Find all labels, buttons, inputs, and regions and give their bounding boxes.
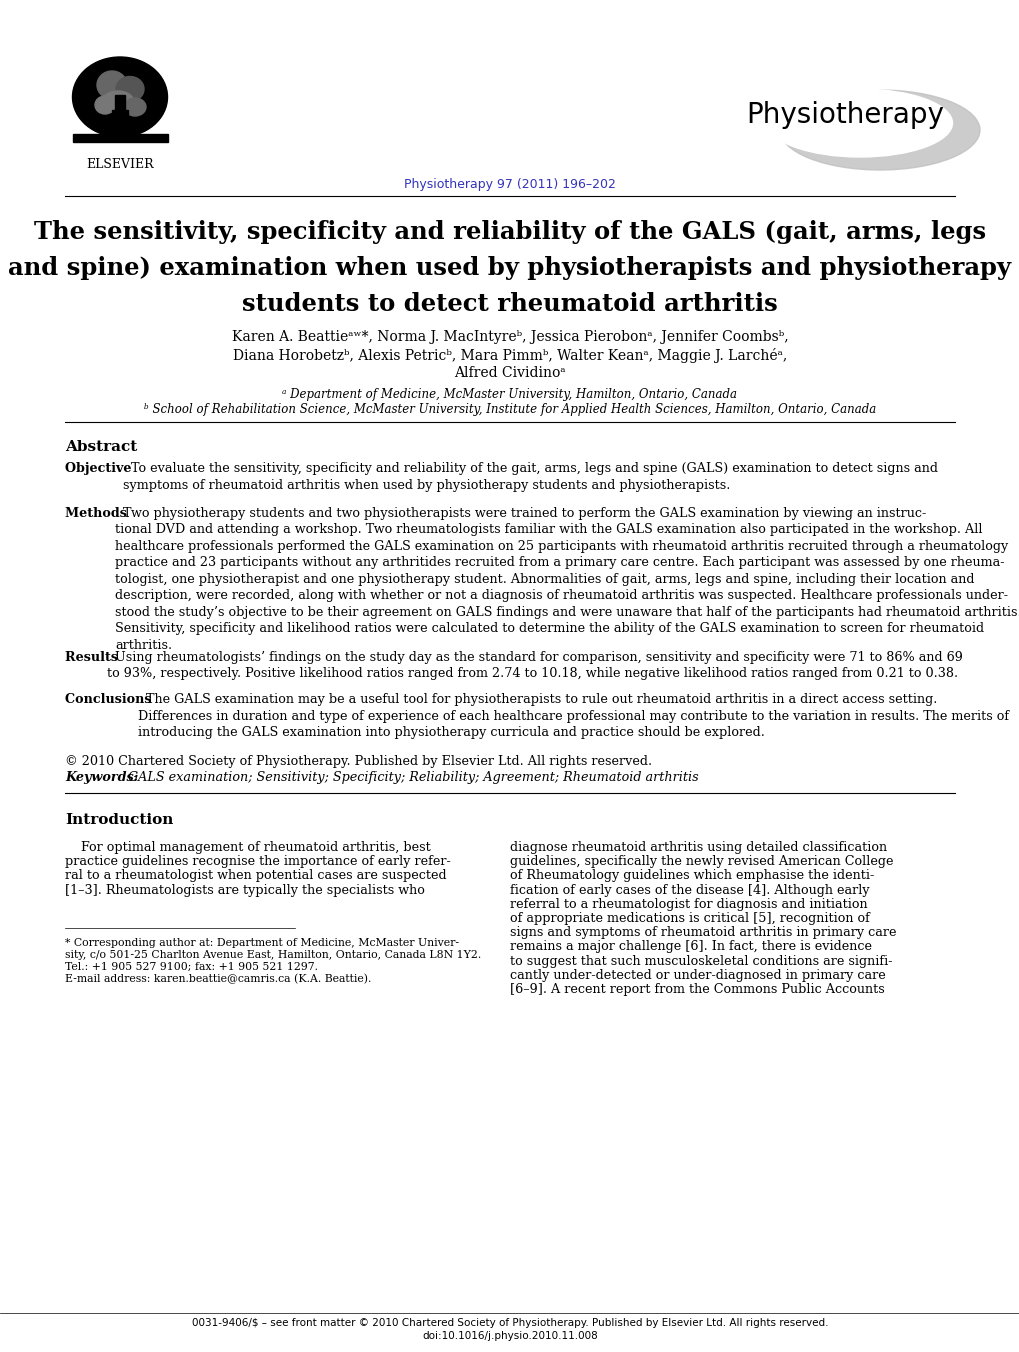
Text: Karen A. Beattieᵃʷ*, Norma J. MacIntyreᵇ, Jessica Pierobonᵃ, Jennifer Coombsᵇ,: Karen A. Beattieᵃʷ*, Norma J. MacIntyreᵇ… [231, 330, 788, 343]
Text: For optimal management of rheumatoid arthritis, best: For optimal management of rheumatoid art… [65, 841, 430, 854]
Text: ᵇ School of Rehabilitation Science, McMaster University, Institute for Applied H: ᵇ School of Rehabilitation Science, McMa… [144, 403, 875, 416]
Text: Methods: Methods [65, 507, 131, 519]
Text: Results: Results [65, 650, 122, 664]
Text: fication of early cases of the disease [4]. Although early: fication of early cases of the disease [… [510, 884, 869, 896]
Ellipse shape [95, 96, 115, 114]
Text: Physiotherapy: Physiotherapy [745, 101, 943, 128]
Text: Tel.: +1 905 527 9100; fax: +1 905 521 1297.: Tel.: +1 905 527 9100; fax: +1 905 521 1… [65, 961, 318, 972]
Text: Objective: Objective [65, 462, 136, 475]
Text: * Corresponding author at: Department of Medicine, McMaster Univer-: * Corresponding author at: Department of… [65, 938, 459, 948]
Bar [73, 134, 168, 142]
Ellipse shape [72, 57, 167, 137]
Text: Two physiotherapy students and two physiotherapists were trained to perform the : Two physiotherapy students and two physi… [115, 507, 1019, 652]
Text: ELSEVIER: ELSEVIER [86, 158, 154, 170]
Text: diagnose rheumatoid arthritis using detailed classification: diagnose rheumatoid arthritis using deta… [510, 841, 887, 854]
Text: ᵃ Department of Medicine, McMaster University, Hamilton, Ontario, Canada: ᵃ Department of Medicine, McMaster Unive… [282, 388, 737, 402]
Text: signs and symptoms of rheumatoid arthritis in primary care: signs and symptoms of rheumatoid arthrit… [510, 926, 896, 940]
Ellipse shape [766, 89, 952, 157]
Text: ral to a rheumatologist when potential cases are suspected: ral to a rheumatologist when potential c… [65, 869, 446, 883]
Ellipse shape [97, 72, 127, 99]
Text: Alfred Cividinoᵃ: Alfred Cividinoᵃ [453, 366, 566, 380]
Ellipse shape [780, 91, 979, 170]
Text: doi:10.1016/j.physio.2010.11.008: doi:10.1016/j.physio.2010.11.008 [422, 1330, 597, 1341]
Text: and spine) examination when used by physiotherapists and physiotherapy: and spine) examination when used by phys… [8, 256, 1011, 280]
Text: Physiotherapy 97 (2011) 196–202: Physiotherapy 97 (2011) 196–202 [404, 178, 615, 191]
Text: Keywords:: Keywords: [65, 771, 139, 784]
Text: students to detect rheumatoid arthritis: students to detect rheumatoid arthritis [242, 292, 777, 316]
Text: The sensitivity, specificity and reliability of the GALS (gait, arms, legs: The sensitivity, specificity and reliabi… [34, 220, 985, 243]
Text: Diana Horobetzᵇ, Alexis Petricᵇ, Mara Pimmᵇ, Walter Keanᵃ, Maggie J. Larchéᵃ,: Diana Horobetzᵇ, Alexis Petricᵇ, Mara Pi… [232, 347, 787, 362]
Bar [112, 110, 127, 135]
Ellipse shape [102, 91, 133, 114]
Text: © 2010 Chartered Society of Physiotherapy. Published by Elsevier Ltd. All rights: © 2010 Chartered Society of Physiotherap… [65, 754, 651, 768]
Text: Introduction: Introduction [65, 813, 173, 827]
Text: [1–3]. Rheumatologists are typically the specialists who: [1–3]. Rheumatologists are typically the… [65, 884, 425, 896]
Bar [115, 95, 125, 118]
Text: E-mail address: karen.beattie@camris.ca (K.A. Beattie).: E-mail address: karen.beattie@camris.ca … [65, 973, 371, 984]
Text: Using rheumatologists’ findings on the study day as the standard for comparison,: Using rheumatologists’ findings on the s… [107, 650, 962, 680]
Text: sity, c/o 501-25 Charlton Avenue East, Hamilton, Ontario, Canada L8N 1Y2.: sity, c/o 501-25 Charlton Avenue East, H… [65, 950, 481, 960]
Text: [6–9]. A recent report from the Commons Public Accounts: [6–9]. A recent report from the Commons … [510, 983, 883, 996]
Text: guidelines, specifically the newly revised American College: guidelines, specifically the newly revis… [510, 856, 893, 868]
Text: referral to a rheumatologist for diagnosis and initiation: referral to a rheumatologist for diagnos… [510, 898, 867, 911]
Ellipse shape [124, 97, 146, 116]
Text: To evaluate the sensitivity, specificity and reliability of the gait, arms, legs: To evaluate the sensitivity, specificity… [123, 462, 937, 492]
Text: of appropriate medications is critical [5], recognition of: of appropriate medications is critical [… [510, 913, 869, 925]
Text: of Rheumatology guidelines which emphasise the identi-: of Rheumatology guidelines which emphasi… [510, 869, 873, 883]
Text: to suggest that such musculoskeletal conditions are signifi-: to suggest that such musculoskeletal con… [510, 955, 892, 968]
Text: GALS examination; Sensitivity; Specificity; Reliability; Agreement; Rheumatoid a: GALS examination; Sensitivity; Specifici… [120, 771, 698, 784]
Text: The GALS examination may be a useful tool for physiotherapists to rule out rheum: The GALS examination may be a useful too… [138, 694, 1008, 740]
Text: Abstract: Abstract [65, 439, 138, 454]
Text: Conclusions: Conclusions [65, 694, 156, 706]
Text: practice guidelines recognise the importance of early refer-: practice guidelines recognise the import… [65, 856, 450, 868]
Text: cantly under-detected or under-diagnosed in primary care: cantly under-detected or under-diagnosed… [510, 969, 884, 982]
Ellipse shape [116, 77, 144, 101]
Text: remains a major challenge [6]. In fact, there is evidence: remains a major challenge [6]. In fact, … [510, 941, 871, 953]
Text: 0031-9406/$ – see front matter © 2010 Chartered Society of Physiotherapy. Publis: 0031-9406/$ – see front matter © 2010 Ch… [192, 1318, 827, 1328]
